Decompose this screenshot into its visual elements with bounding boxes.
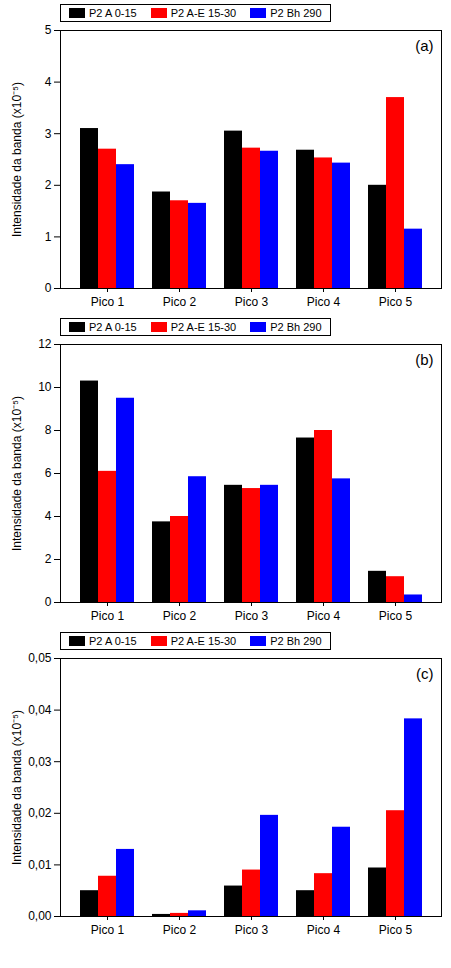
svg-text:Pico 3: Pico 3 bbox=[235, 923, 269, 937]
svg-text:Pico 1: Pico 1 bbox=[91, 609, 125, 623]
svg-text:0,00: 0,00 bbox=[28, 909, 52, 923]
svg-text:0: 0 bbox=[45, 281, 52, 295]
svg-text:Intensidade da banda (x10⁻⁵): Intensidade da banda (x10⁻⁵) bbox=[10, 396, 24, 551]
html-text:P2 Bh 290: P2 Bh 290 bbox=[270, 635, 322, 647]
svg-text:Pico 2: Pico 2 bbox=[163, 295, 197, 309]
svg-text:12: 12 bbox=[38, 337, 52, 351]
svg-text:(a): (a) bbox=[415, 37, 433, 54]
svg-text:Pico 2: Pico 2 bbox=[163, 609, 197, 623]
svg-text:6: 6 bbox=[45, 466, 52, 480]
html-text:P2 A-E 15-30: P2 A-E 15-30 bbox=[170, 635, 237, 647]
svg-text:0,03: 0,03 bbox=[28, 755, 52, 769]
svg-text:2: 2 bbox=[45, 178, 52, 192]
svg-text:4: 4 bbox=[45, 509, 52, 523]
svg-text:Pico 2: Pico 2 bbox=[163, 923, 197, 937]
svg-text:Pico 4: Pico 4 bbox=[307, 923, 341, 937]
html-text:P2 A 0-15: P2 A 0-15 bbox=[89, 7, 137, 19]
svg-text:Pico 5: Pico 5 bbox=[379, 923, 413, 937]
svg-text:Pico 5: Pico 5 bbox=[379, 609, 413, 623]
svg-text:10: 10 bbox=[38, 380, 52, 394]
svg-text:3: 3 bbox=[45, 127, 52, 141]
html-text:P2 A-E 15-30: P2 A-E 15-30 bbox=[170, 7, 237, 19]
svg-text:(b): (b) bbox=[415, 351, 433, 368]
svg-text:Pico 1: Pico 1 bbox=[91, 923, 125, 937]
svg-text:0,01: 0,01 bbox=[28, 858, 52, 872]
svg-text:(c): (c) bbox=[416, 665, 434, 682]
svg-text:0,04: 0,04 bbox=[28, 703, 52, 717]
svg-text:Pico 3: Pico 3 bbox=[235, 295, 269, 309]
html-text:P2 A 0-15: P2 A 0-15 bbox=[89, 321, 137, 333]
svg-text:1: 1 bbox=[45, 230, 52, 244]
html-text:P2 Bh 290: P2 Bh 290 bbox=[270, 321, 322, 333]
svg-text:5: 5 bbox=[45, 23, 52, 37]
svg-text:0,05: 0,05 bbox=[28, 651, 52, 665]
svg-text:Pico 3: Pico 3 bbox=[235, 609, 269, 623]
svg-text:8: 8 bbox=[45, 423, 52, 437]
html-text:P2 A 0-15: P2 A 0-15 bbox=[89, 635, 137, 647]
svg-text:Pico 4: Pico 4 bbox=[307, 295, 341, 309]
svg-text:4: 4 bbox=[45, 75, 52, 89]
svg-text:Intensidade da banda (x10⁻⁵): Intensidade da banda (x10⁻⁵) bbox=[10, 82, 24, 237]
svg-text:Pico 4: Pico 4 bbox=[307, 609, 341, 623]
svg-text:Intensidade da banda (x10⁻⁵): Intensidade da banda (x10⁻⁵) bbox=[10, 710, 24, 865]
svg-text:0,02: 0,02 bbox=[28, 806, 52, 820]
svg-text:Pico 5: Pico 5 bbox=[379, 295, 413, 309]
html-text:P2 A-E 15-30: P2 A-E 15-30 bbox=[170, 321, 237, 333]
svg-text:0: 0 bbox=[45, 595, 52, 609]
svg-text:Pico 1: Pico 1 bbox=[91, 295, 125, 309]
svg-text:2: 2 bbox=[45, 552, 52, 566]
html-text:P2 Bh 290: P2 Bh 290 bbox=[270, 7, 322, 19]
